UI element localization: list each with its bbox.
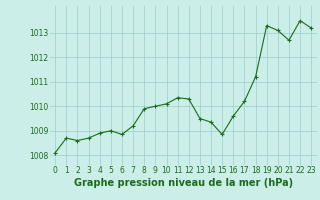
X-axis label: Graphe pression niveau de la mer (hPa): Graphe pression niveau de la mer (hPa) — [74, 178, 293, 188]
